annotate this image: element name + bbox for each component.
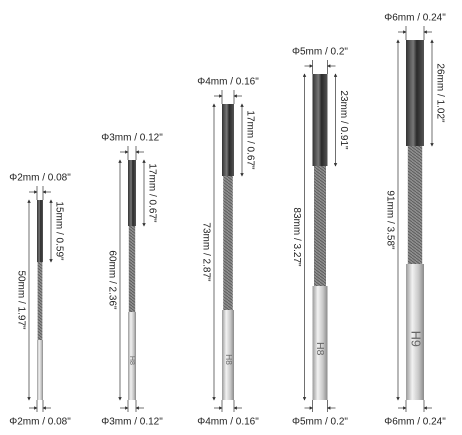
flutes [312, 74, 328, 166]
bottom-diameter-label: Φ3mm / 0.12" [101, 417, 163, 428]
flutes [222, 104, 234, 176]
neck [223, 176, 233, 310]
flute-length-label: 17mm / 0.67" [146, 163, 157, 223]
flutes [406, 40, 424, 146]
top-diameter-label: Φ4mm / 0.16" [197, 77, 259, 88]
shank [128, 312, 136, 400]
flutes [37, 200, 43, 262]
overall-length-label: 91mm / 3.58" [384, 190, 395, 250]
flute-length-label: 17mm / 0.67" [244, 110, 255, 170]
flute-length-label: 15mm / 0.59" [53, 201, 64, 261]
bottom-diameter-label: Φ6mm / 0.24" [384, 417, 446, 428]
flutes [128, 160, 136, 226]
top-diameter-label: Φ2mm / 0.08" [9, 173, 71, 184]
bottom-diameter-label: Φ5mm / 0.2" [292, 417, 348, 428]
shank-marking: H8 [314, 342, 326, 356]
top-diameter-label: Φ3mm / 0.12" [101, 133, 163, 144]
neck [314, 166, 326, 286]
overall-length-label: 60mm / 2.36" [106, 250, 117, 310]
shank [406, 264, 424, 400]
shank-marking: H8 [224, 354, 234, 365]
shank-marking: H8 [128, 356, 135, 365]
shank-marking: H9 [409, 331, 423, 347]
bottom-diameter-label: Φ4mm / 0.16" [197, 417, 259, 428]
neck [37, 262, 43, 340]
neck [407, 146, 423, 264]
overall-length-label: 50mm / 1.97" [15, 270, 26, 330]
flute-length-label: 23mm / 0.91" [338, 90, 349, 150]
overall-length-label: 83mm / 3.27" [291, 207, 302, 267]
neck [128, 226, 136, 312]
top-diameter-label: Φ5mm / 0.2" [292, 47, 348, 58]
shank [222, 310, 234, 400]
shank [37, 340, 43, 400]
shank [312, 286, 328, 400]
top-diameter-label: Φ6mm / 0.24" [384, 13, 446, 24]
overall-length-label: 73mm / 2.87" [200, 222, 211, 282]
flute-length-label: 26mm / 1.02" [434, 63, 445, 123]
bottom-diameter-label: Φ2mm / 0.08" [9, 417, 71, 428]
